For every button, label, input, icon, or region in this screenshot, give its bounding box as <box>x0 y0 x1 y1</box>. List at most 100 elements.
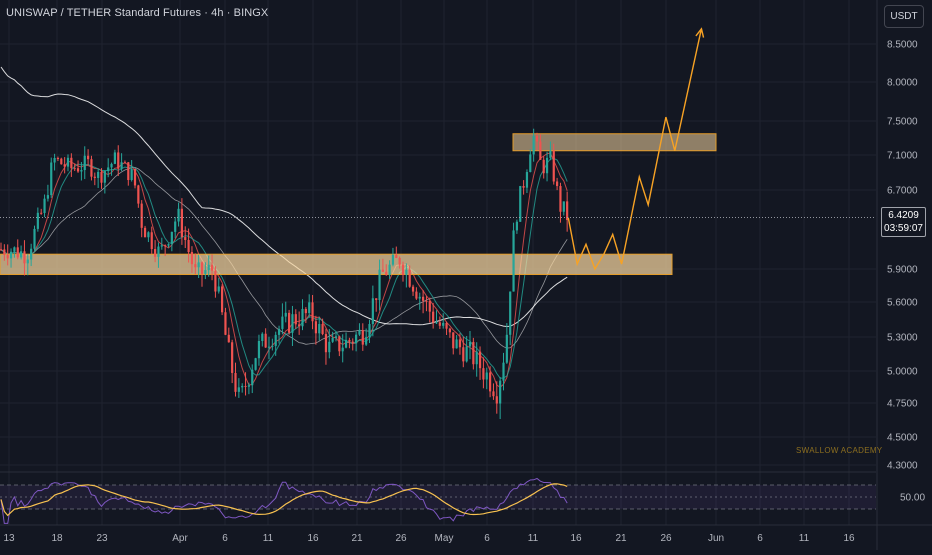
x-tick-label: 13 <box>3 533 15 544</box>
candle-body <box>505 334 508 363</box>
candle-body <box>127 162 130 181</box>
candle-body <box>499 380 502 404</box>
candle-body <box>562 201 565 212</box>
candle-body <box>214 270 217 292</box>
candle-body <box>133 168 137 186</box>
candle-body <box>143 227 147 238</box>
candle-body <box>314 321 317 334</box>
candle-body <box>318 324 321 334</box>
candle-body <box>177 208 180 222</box>
candle-body <box>465 346 468 362</box>
candle-body <box>56 157 60 159</box>
candle-body <box>221 286 224 313</box>
candle-body <box>247 385 250 387</box>
candle-body <box>237 387 240 392</box>
candle-body <box>83 155 86 171</box>
candle-body <box>549 150 552 158</box>
y-tick-label: 4.7500 <box>887 399 918 410</box>
candle-body <box>164 245 167 247</box>
candle-body <box>515 221 518 231</box>
candle-body <box>492 391 495 397</box>
y-tick-label: 7.1000 <box>887 151 918 162</box>
candle-body <box>107 167 110 172</box>
candle-body <box>271 345 274 347</box>
last-price-tag: 6.4209 03:59:07 <box>881 207 926 237</box>
candle-body <box>53 157 56 163</box>
candle-body <box>489 372 492 392</box>
candle-body <box>167 244 170 246</box>
y-tick-label: 5.6000 <box>887 298 918 309</box>
candle-body <box>381 269 384 272</box>
candle-body <box>502 362 505 381</box>
candle-body <box>3 249 6 255</box>
x-tick-label: Apr <box>172 533 188 544</box>
symbol-title[interactable]: UNISWAP / TETHER Standard Futures · 4h ·… <box>6 7 269 19</box>
candle-body <box>395 254 398 258</box>
ma-slow-line <box>0 66 568 328</box>
candle-body <box>93 176 96 178</box>
candle-body <box>130 168 133 181</box>
candle-body <box>26 259 29 264</box>
candle-body <box>184 237 187 240</box>
candle-body <box>217 286 220 292</box>
x-tick-label: 6 <box>757 533 763 544</box>
candle-body <box>100 171 103 183</box>
candle-body <box>294 314 297 325</box>
candle-body <box>458 339 462 348</box>
candle-body <box>36 212 39 229</box>
candle-body <box>281 316 284 329</box>
projection-arrowhead <box>695 27 705 38</box>
candle-body <box>328 341 331 353</box>
candle-body <box>556 181 559 187</box>
candle-body <box>117 152 120 169</box>
candle-body <box>438 322 441 326</box>
candle-body <box>415 291 418 299</box>
candle-body <box>368 323 371 338</box>
candle-body <box>535 135 539 142</box>
resistance-zone <box>512 133 717 152</box>
candle-body <box>76 168 80 172</box>
y-tick-label: 5.3000 <box>887 333 918 344</box>
countdown-value: 03:59:07 <box>884 223 923 234</box>
candle-body <box>90 159 93 177</box>
moving-average-layer <box>0 66 568 388</box>
candle-body <box>525 172 529 188</box>
candle-body <box>200 262 204 274</box>
candle-body <box>264 333 267 348</box>
candle-body <box>288 312 291 333</box>
candle-body <box>405 269 408 276</box>
candle-body <box>46 195 49 199</box>
candle-body <box>529 154 532 173</box>
candle-body <box>274 334 277 346</box>
candle-body <box>210 264 214 271</box>
candle-body <box>23 251 26 264</box>
candle-body <box>448 328 451 333</box>
candles-layer <box>0 128 569 420</box>
x-tick-label: 16 <box>843 533 855 544</box>
candle-body <box>16 247 19 258</box>
candle-body <box>442 322 445 326</box>
candle-body <box>254 358 257 370</box>
candle-body <box>257 340 261 359</box>
candle-body <box>204 270 207 274</box>
candle-body <box>566 201 569 221</box>
candle-body <box>63 164 66 167</box>
candle-body <box>103 171 106 183</box>
candle-body <box>87 155 90 160</box>
y-tick-label: 8.5000 <box>887 40 918 51</box>
x-tick-label: 6 <box>222 533 228 544</box>
x-tick-label: Jun <box>708 533 724 544</box>
candle-body <box>532 135 535 155</box>
rsi-tick-label: 50.00 <box>900 493 925 504</box>
candle-body <box>33 228 36 249</box>
candle-body <box>559 186 562 212</box>
candle-body <box>97 171 100 178</box>
y-tick-label: 4.5000 <box>887 433 918 444</box>
currency-button[interactable]: USDT <box>884 5 924 28</box>
y-tick-label: 5.0000 <box>887 367 918 378</box>
candle-body <box>194 264 197 268</box>
candle-body <box>482 368 485 380</box>
